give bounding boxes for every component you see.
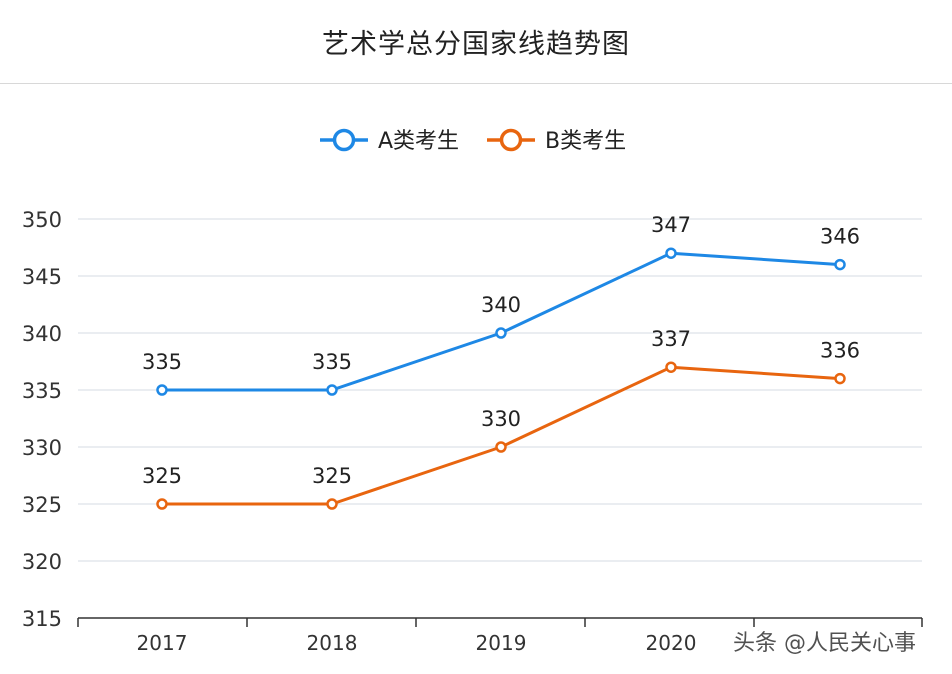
legend-swatch-marker [332,128,356,152]
legend-label: B类考生 [545,129,626,154]
y-tick-label: 335 [22,379,62,403]
data-point [834,258,846,271]
y-tick-label: 330 [22,436,62,460]
data-label: 325 [312,464,352,488]
y-tick-label: 315 [22,607,62,631]
data-label: 330 [481,407,521,431]
data-label: 325 [142,464,182,488]
data-label: 340 [481,293,521,317]
data-point [495,441,507,453]
y-tick-label: 325 [22,493,62,517]
data-point [665,247,677,259]
data-label: 335 [312,350,352,374]
data-label: 336 [820,339,860,363]
x-tick-label: 2017 [137,631,188,655]
data-point [834,372,846,385]
y-tick-label: 320 [22,550,62,574]
series-line-1 [162,251,841,392]
legend-swatch-marker [499,128,523,152]
x-tick-label: 2019 [476,631,527,655]
chart-title-bar: 艺术学总分国家线趋势图 [0,0,952,84]
legend: A类考生 B类考生 [320,128,626,154]
watermark: 头条 @人民关心事 [733,631,916,656]
x-tick-label: 2020 [646,631,697,655]
data-point [326,384,338,396]
data-point [665,361,677,373]
y-tick-label: 350 [22,208,62,232]
series-line-2 [162,365,841,506]
axes: 315 320 325 330 335 340 345 350 2017 2018 2019 2020 [22,208,923,655]
y-tick-label: 345 [22,265,62,289]
data-point [156,384,168,396]
data-label: 335 [142,350,182,374]
chart-title: 艺术学总分国家线趋势图 [322,29,630,60]
series-group [156,247,846,510]
data-point [495,327,507,339]
data-labels: 335 335 340 347 346 325 325 330 337 336 [142,213,860,488]
legend-label: A类考生 [378,129,459,154]
y-tick-label: 340 [22,322,62,346]
data-label: 347 [651,213,691,237]
data-label: 337 [651,327,691,351]
data-point [156,498,168,510]
x-tick-label: 2018 [307,631,358,655]
data-label: 346 [820,225,860,249]
data-point [326,498,338,510]
